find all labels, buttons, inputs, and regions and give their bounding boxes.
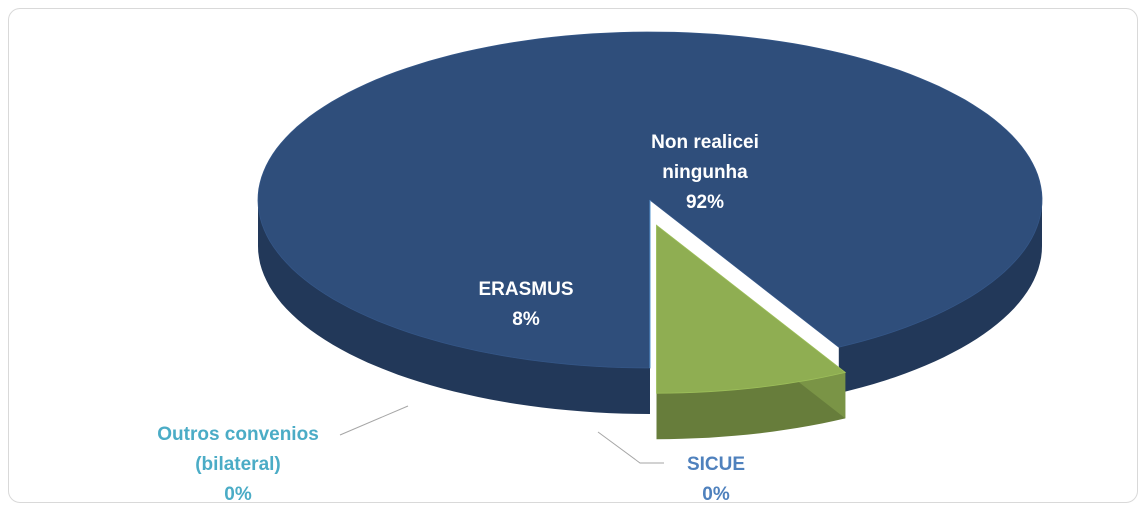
value-label: 8%: [512, 309, 540, 330]
value-label: 0%: [224, 484, 252, 505]
slice-label: ERASMUS: [478, 279, 574, 300]
value-label: 0%: [702, 484, 730, 505]
slice: [656, 224, 847, 394]
slice-label: SICUE: [686, 454, 746, 475]
value-label: 92%: [685, 192, 725, 213]
slice-label: Outros convenios (bilateral): [157, 424, 319, 475]
slice-side: [656, 372, 846, 440]
slice-side: [258, 200, 650, 414]
leader-line: [339, 405, 409, 436]
slice-label: Non realicei ningunha: [651, 132, 759, 183]
chart-frame: [8, 8, 1138, 503]
slice-side: [838, 200, 1042, 394]
leader-line: [597, 431, 664, 464]
